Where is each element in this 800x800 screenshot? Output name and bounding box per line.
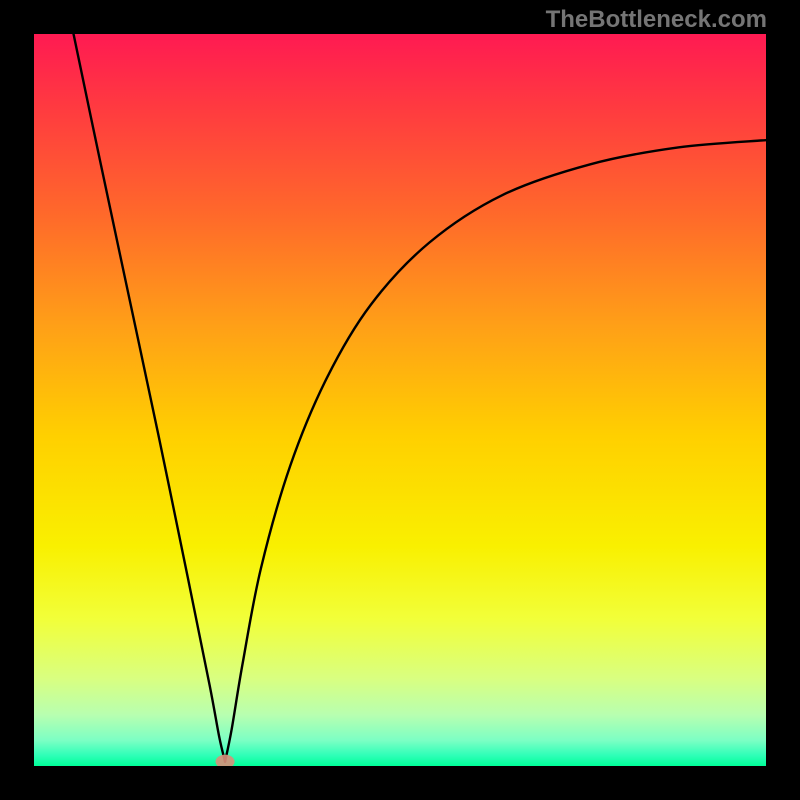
bottleneck-chart-svg	[34, 34, 766, 766]
watermark-label: TheBottleneck.com	[546, 6, 767, 34]
outer-frame: TheBottleneck.com	[0, 0, 800, 800]
bottleneck-chart	[34, 34, 766, 766]
curve-right-branch	[225, 140, 766, 761]
curve-left-branch	[74, 34, 226, 762]
minimum-marker	[216, 755, 235, 766]
